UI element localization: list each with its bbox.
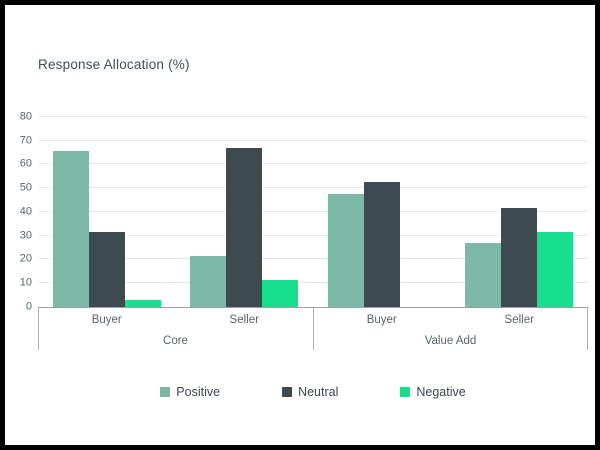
plot-area [38, 105, 588, 307]
bar-negative-value-add-seller [537, 232, 574, 307]
x-group-label-value-add: Value Add [424, 335, 477, 347]
y-tick-label-70: 70 [19, 134, 32, 147]
y-tick-label-30: 30 [19, 229, 32, 242]
bar-positive-value-add-buyer [327, 194, 364, 307]
legend-swatch-positive [160, 387, 171, 397]
x-group-label-core: Core [163, 335, 188, 347]
bar-neutral-core-seller [226, 147, 263, 307]
bar-group-core-buyer [38, 105, 176, 307]
grid-layer [38, 105, 588, 307]
legend-swatch-negative [400, 387, 411, 397]
gridline-50 [38, 187, 588, 189]
y-tick-label-40: 40 [19, 205, 32, 218]
x-tick-label-core-buyer: Buyer [91, 314, 122, 326]
x-axis-divider-right [587, 308, 588, 350]
legend-item-positive[interactable]: Positive [160, 385, 220, 399]
bars-layer [38, 105, 588, 307]
x-axis-divider-left [38, 308, 39, 350]
bar-neutral-core-buyer [88, 232, 125, 307]
bar-group-core-seller [176, 105, 314, 307]
bar-negative-core-buyer [124, 299, 161, 307]
y-tick-label-80: 80 [19, 110, 32, 123]
gridline-40 [38, 210, 588, 212]
y-axis: 0 10 20 30 40 50 60 70 80 [8, 105, 32, 312]
legend-item-negative[interactable]: Negative [400, 385, 466, 399]
x-axis-divider-middle [313, 308, 314, 350]
bar-negative-core-seller [262, 279, 299, 307]
bar-group-value-add-seller [451, 105, 589, 307]
gridline-60 [38, 163, 588, 165]
y-tick-label-50: 50 [19, 181, 32, 194]
x-axis: Buyer Seller Buyer Seller Core Value Add [38, 307, 588, 352]
gridline-70 [38, 139, 588, 141]
legend-item-neutral[interactable]: Neutral [282, 385, 338, 399]
x-tick-label-value-add-buyer: Buyer [366, 314, 397, 326]
y-tick-label-0: 0 [25, 300, 32, 313]
y-tick-label-60: 60 [19, 157, 32, 170]
gridline-30 [38, 234, 588, 236]
bar-positive-core-seller [190, 255, 227, 307]
x-tick-label-core-seller: Seller [229, 314, 259, 326]
legend-swatch-neutral [282, 387, 293, 397]
legend: Positive Neutral Negative [38, 385, 588, 399]
legend-label-neutral: Neutral [298, 385, 339, 399]
bar-neutral-value-add-seller [501, 208, 538, 307]
gridline-10 [38, 282, 588, 284]
bar-positive-core-buyer [52, 151, 89, 307]
y-tick-label-20: 20 [19, 252, 32, 265]
bar-positive-value-add-seller [465, 242, 502, 307]
bar-group-value-add-buyer [313, 105, 451, 307]
x-axis-group-row: Core Value Add [38, 332, 588, 350]
gridline-80 [38, 115, 588, 117]
x-axis-subcategory-row: Buyer Seller Buyer Seller [38, 308, 588, 332]
legend-label-negative: Negative [416, 385, 466, 399]
x-tick-label-value-add-seller: Seller [504, 314, 534, 326]
bar-chart: 0 10 20 30 40 50 60 70 80 Buyer Seller Buyer Seller… [20, 105, 588, 352]
gridline-20 [38, 258, 588, 260]
bar-neutral-value-add-buyer [363, 182, 400, 307]
chart-title: Response Allocation (%) [38, 57, 190, 72]
legend-label-positive: Positive [176, 385, 221, 399]
y-tick-label-10: 10 [19, 276, 32, 289]
